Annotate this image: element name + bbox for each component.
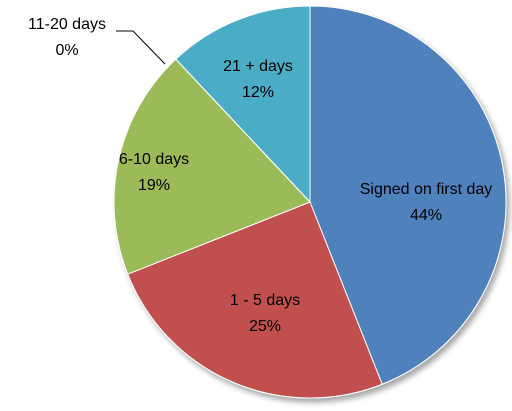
slice-label-11-20-days: 11-20 days [28,16,106,33]
pie-slice-1-5-days [127,201,383,399]
slice-label-1-5-days: 1 - 5 days [230,292,300,309]
pie-slices [113,5,507,399]
slice-percent-1-5-days: 25% [249,318,281,335]
slice-percent-11-20-days: 0% [55,42,78,59]
slice-percent-first-day: 44% [410,207,442,224]
pie-slice-signed-on-first-day [309,5,507,385]
leader-line-11-20-days [116,30,166,65]
pie-slice-21-days [175,5,311,204]
pie-labels: Signed on first day 44% 1 - 5 days 25% 6… [28,16,492,335]
slice-label-6-10-days: 6-10 days [119,151,189,168]
slice-label-first-day: Signed on first day [360,181,493,198]
slice-label-21-plus-days: 21 + days [223,58,293,75]
slice-percent-6-10-days: 19% [138,177,170,194]
slice-percent-21-plus-days: 12% [242,84,274,101]
pie-slice-6-10-days [113,58,311,275]
